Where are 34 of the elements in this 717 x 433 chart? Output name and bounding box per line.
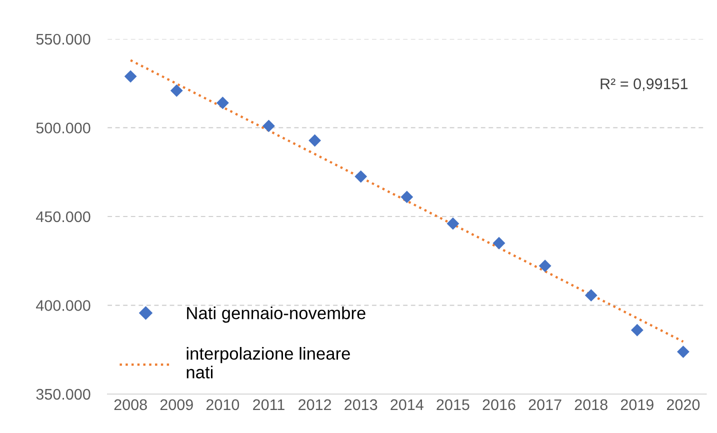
point (630, 324, 644, 336)
x-tick-label: 2014 (390, 399, 424, 410)
x-tick-label: 2008 (114, 399, 147, 410)
y-tick-label: 400.000 (36, 300, 90, 311)
x-tick-label: 2011 (253, 399, 284, 410)
x-tick-label: 2019 (620, 399, 654, 410)
point (446, 217, 460, 230)
point (400, 190, 414, 204)
y-tick-label: 550.000 (36, 34, 90, 45)
legend-label: Nati gennaio-novembre (187, 306, 366, 323)
x-tick-label: 2012 (298, 399, 332, 410)
x-tick-label: 2015 (436, 399, 470, 410)
x-tick-label: 2017 (528, 399, 562, 410)
y-tick-label: 350.000 (36, 388, 90, 400)
point (492, 236, 506, 250)
y-tick-label: 500.000 (36, 122, 90, 134)
point (677, 346, 690, 358)
point (538, 260, 552, 272)
x-tick-label: 2020 (666, 399, 700, 410)
annotation: R² = 0,99151 (600, 78, 688, 92)
point (124, 70, 137, 83)
point (216, 96, 229, 110)
x-tick-label: 2018 (574, 399, 608, 410)
x-tick-label: 2009 (160, 399, 193, 410)
point (308, 134, 321, 147)
point (170, 84, 183, 97)
point (262, 120, 275, 132)
legend-label: interpolazione lineare nati (186, 346, 350, 378)
x-tick-label: 2010 (206, 399, 240, 410)
point (584, 289, 598, 302)
y-tick-label: 450.000 (36, 211, 90, 222)
x-tick-label: 2013 (344, 399, 378, 410)
x-tick-label: 2016 (482, 399, 516, 410)
point (354, 170, 368, 183)
